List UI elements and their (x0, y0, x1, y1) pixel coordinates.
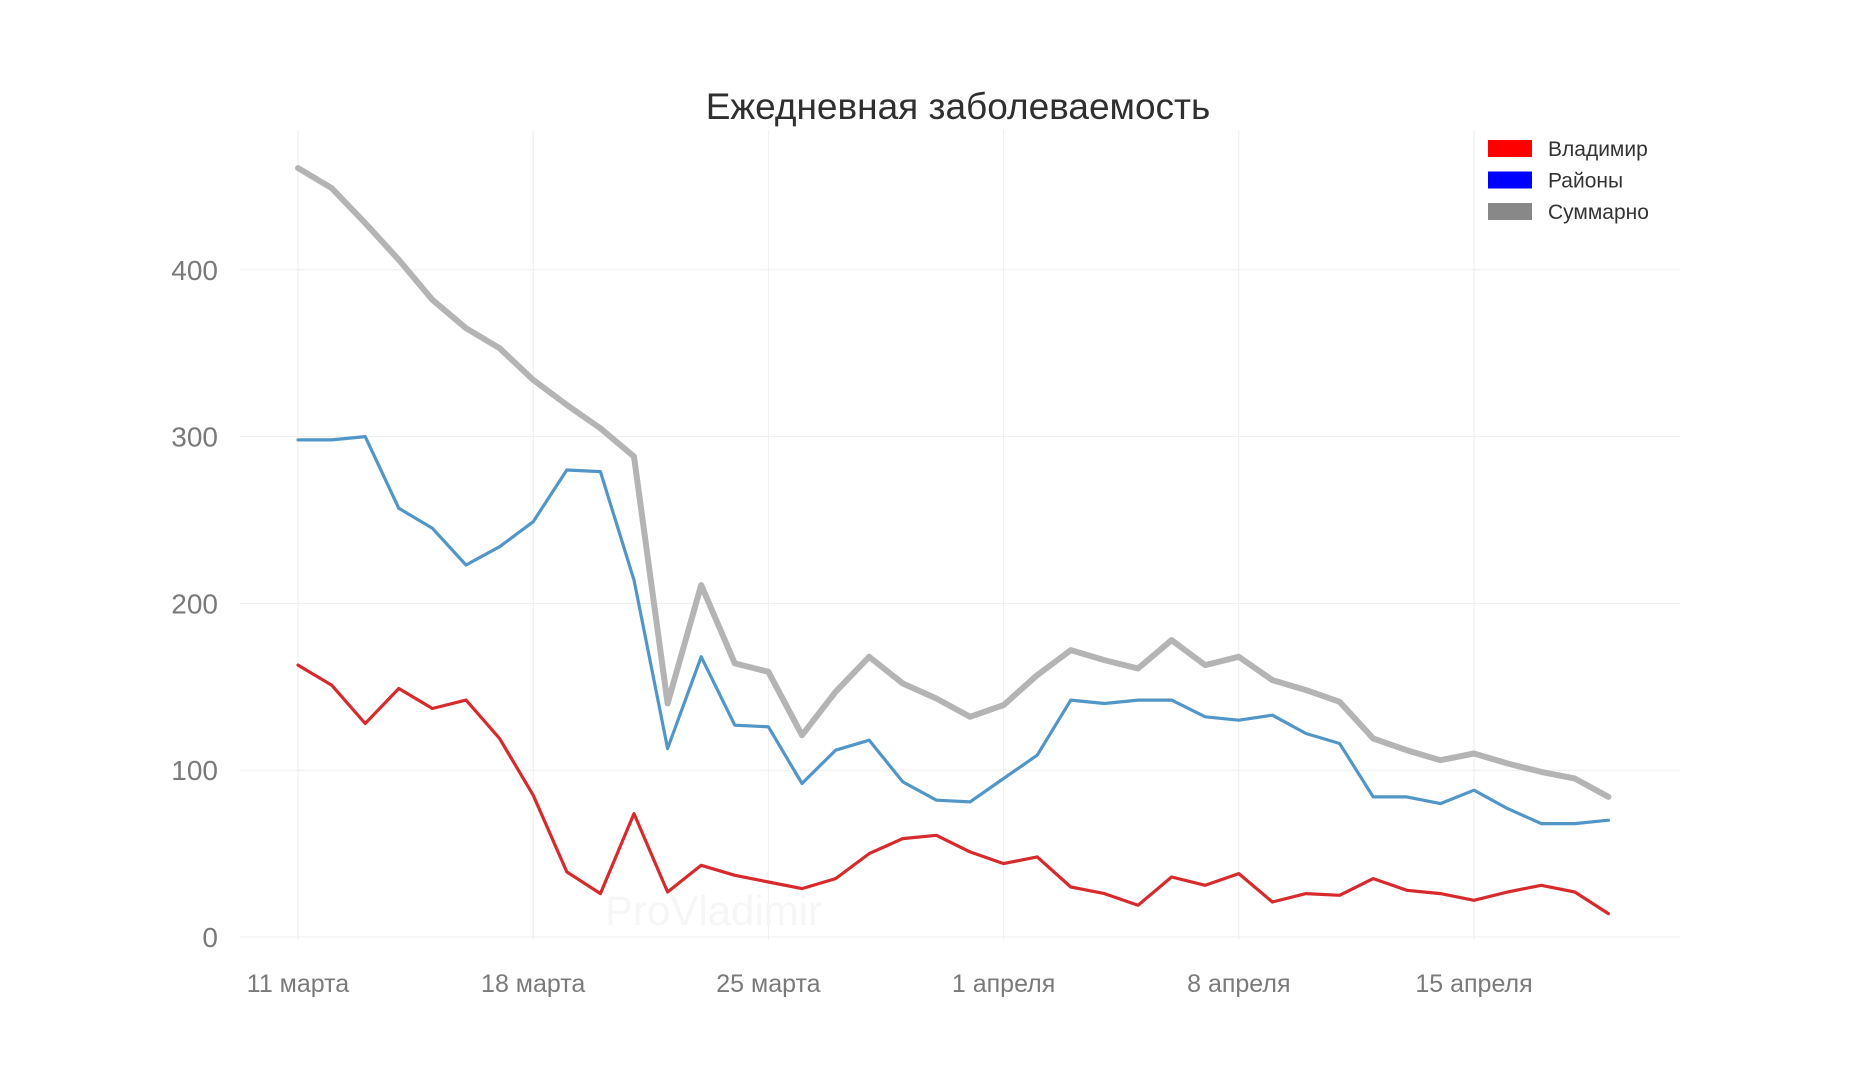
y-tick-label: 300 (171, 422, 218, 453)
x-tick-label: 25 марта (716, 970, 820, 998)
legend-label: Районы (1548, 170, 1623, 193)
x-tick-label: 18 марта (481, 970, 585, 998)
legend-label: Владимир (1548, 138, 1648, 161)
y-tick-label: 400 (171, 255, 218, 286)
series-line-districts (296, 435, 1611, 826)
x-tick-label: 15 апреля (1415, 970, 1532, 998)
y-tick-label: 100 (171, 755, 218, 786)
legend-label: Суммарно (1548, 201, 1649, 224)
series-layer (295, 165, 1612, 916)
x-tick-label: 1 апреля (952, 970, 1055, 998)
axis-layer: 0 100 200 300 400 11 марта 18 марта 25 марта 1 а… (171, 255, 1532, 998)
chart-title: Ежедневная заболеваемость (706, 86, 1211, 127)
y-tick-label: 200 (171, 588, 218, 619)
legend: Владимир Районы Суммарно (1488, 138, 1649, 224)
legend-swatch (1488, 140, 1532, 157)
legend-swatch (1488, 171, 1532, 189)
series-line-vladimir (296, 663, 1611, 916)
y-tick-label: 0 (202, 922, 218, 953)
legend-swatch (1488, 203, 1532, 220)
series-line-total (295, 165, 1612, 800)
x-tick-label: 8 апреля (1187, 970, 1290, 998)
x-tick-label: 11 марта (247, 970, 350, 998)
watermark-text: ProVladimir (605, 887, 822, 934)
grid-layer (240, 130, 1680, 940)
